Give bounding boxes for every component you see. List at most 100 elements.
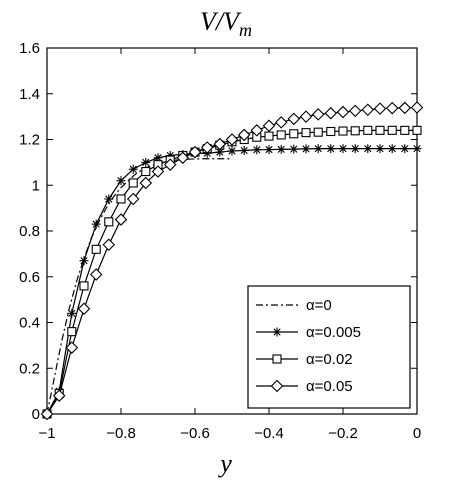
chart-title-subscript: m [239,20,252,40]
series-3-point [151,165,165,178]
series-layer [40,101,424,421]
x-tick-label: −0.4 [254,425,284,442]
series-3-point [274,116,288,129]
series-1-point [350,144,360,154]
x-tick-label: −0.8 [106,425,136,442]
y-tick-label: 1.2 [19,132,40,149]
series-3-point [311,108,325,121]
legend: α=0 α=0.005 α=0.02 α=0.05 [247,285,411,409]
series-1-point [412,144,422,154]
series-3-point [188,145,202,159]
series-1-point [116,176,126,186]
legend-label-2: α=0.02 [306,351,353,368]
series-3-point [237,128,251,142]
y-tick-label: 0.6 [19,269,40,286]
series-2-point [141,166,151,177]
series-3-point [40,407,54,421]
x-axis-label: y [217,449,232,478]
series-3-point [176,151,190,165]
series-3-point [102,238,116,252]
series-1-point [104,194,114,204]
series-1-point [227,146,237,156]
series-2-point [301,128,311,138]
series-3-point [410,101,424,114]
series-2-point [104,217,114,227]
series-1-point [375,144,385,154]
series-2-point [363,125,373,135]
series-2-point [400,125,410,135]
legend-label-0: α=0 [306,297,332,314]
series-3-point [385,101,399,115]
series-3-point [89,268,103,281]
series-1-point [276,144,286,154]
series-3-point [52,389,66,402]
chart-title-main: V/V [200,7,242,36]
series-1-point [387,144,397,154]
series-1-point [264,145,274,155]
series-3-point [287,112,301,126]
series-1-point [79,256,89,266]
series-2-point [128,178,138,188]
series-2-point [326,126,336,137]
x-axis-ticks: −1 −0.8 −0.6 −0.4 −0.2 0 [38,48,421,442]
series-3-point [163,158,177,171]
series-3-point [139,176,153,190]
series-1-point [215,147,225,157]
series-2-point [375,125,385,135]
y-tick-label: 0.8 [19,223,40,240]
series-3-point [250,124,264,137]
series-3-point [348,104,362,118]
series-1-point [128,164,138,174]
series-2-point [91,244,101,254]
x-tick-label: −0.6 [180,425,210,442]
series-1-point [67,308,77,318]
series-1-point [338,144,348,154]
series-1-point [289,144,299,154]
series-3-point [262,119,276,133]
series-1-point [363,144,373,154]
series-1-point [313,144,323,154]
series-2-point [79,281,89,291]
series-2-point [289,129,299,139]
series-3-point [126,192,140,206]
legend-label-3: α=0.05 [306,378,353,395]
x-tick-label: −0.2 [328,425,358,442]
series-3-point [200,141,214,154]
legend-marker-2 [272,354,282,364]
series-line-0 [46,158,232,415]
y-tick-label: 1.6 [19,40,40,57]
series-2-point [264,131,274,141]
series-3-point [77,302,91,316]
series-3-point [336,105,350,119]
series-3-point [299,110,313,123]
series-1-point [141,157,151,167]
x-tick-label: −1 [38,425,55,442]
series-2-point [276,130,286,140]
series-2-point [412,125,422,135]
series-2-point [338,126,348,136]
legend-marker-3 [270,379,284,393]
series-3-point [65,341,79,354]
series-3-point [114,213,128,226]
series-2-point [350,126,360,136]
series-2-point [116,194,126,204]
x-tick-label: 0 [413,425,421,442]
series-3-point [373,102,387,115]
chart-title: V/Vm [200,7,252,40]
series-3-point [361,103,375,117]
y-tick-label: 0 [32,406,40,423]
y-tick-label: 0.2 [19,360,40,377]
y-tick-label: 0.4 [19,315,40,332]
series-3-point [398,101,412,115]
y-tick-label: 1.4 [19,86,40,103]
legend-label-1: α=0.005 [306,324,361,341]
series-3-point [324,106,338,120]
series-3-point [225,133,239,146]
series-1-point [400,144,410,154]
series-3-point [213,137,227,151]
series-1-point [326,144,336,154]
series-1-point [301,144,311,154]
series-2-point [387,125,397,135]
series-2-point [67,327,77,337]
